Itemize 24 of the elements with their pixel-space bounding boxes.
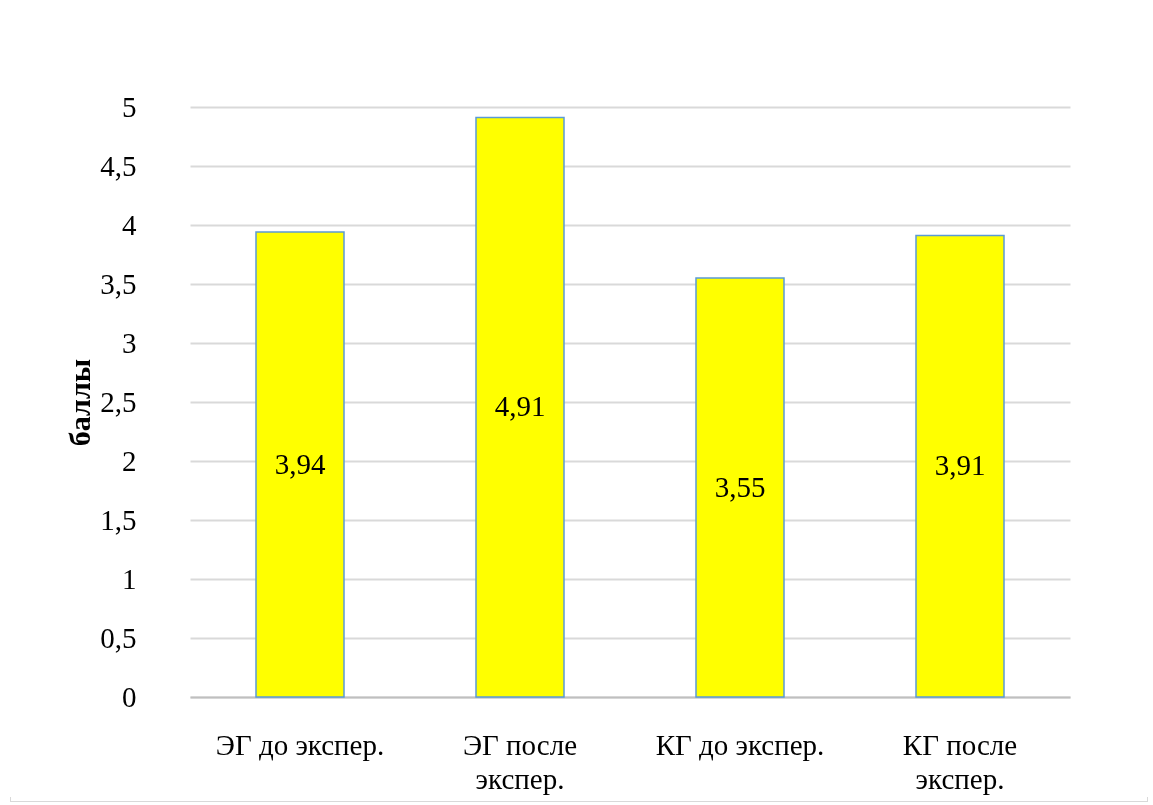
data-label: 3,55 — [714, 470, 766, 503]
y-axis-title: баллы — [63, 358, 97, 447]
y-tick-label: 0,5 — [100, 621, 137, 654]
bar — [695, 277, 785, 698]
y-tick-label: 3,5 — [100, 267, 137, 300]
x-tick-label: КГ до экспер. — [655, 728, 825, 761]
x-tick-label: КГ после экспер. — [902, 728, 1018, 795]
y-tick-label: 0 — [122, 680, 137, 713]
data-label: 4,91 — [494, 390, 546, 423]
x-tick-label: ЭГ до экспер. — [215, 728, 385, 761]
y-tick-label: 2,5 — [100, 385, 137, 418]
x-tick-label: ЭГ после экспер. — [462, 728, 578, 795]
data-label: 3,91 — [934, 449, 986, 482]
bar — [255, 231, 345, 698]
y-tick-label: 4 — [122, 208, 137, 241]
y-tick-label: 5 — [122, 90, 137, 123]
bar — [475, 116, 565, 698]
y-tick-label: 1,5 — [100, 503, 137, 536]
y-tick-label: 3 — [122, 326, 137, 359]
y-tick-label: 1 — [122, 562, 137, 595]
data-label: 3,94 — [274, 447, 326, 480]
y-tick-label: 4,5 — [100, 149, 137, 182]
y-tick-label: 2 — [122, 444, 137, 477]
bar — [915, 234, 1005, 698]
